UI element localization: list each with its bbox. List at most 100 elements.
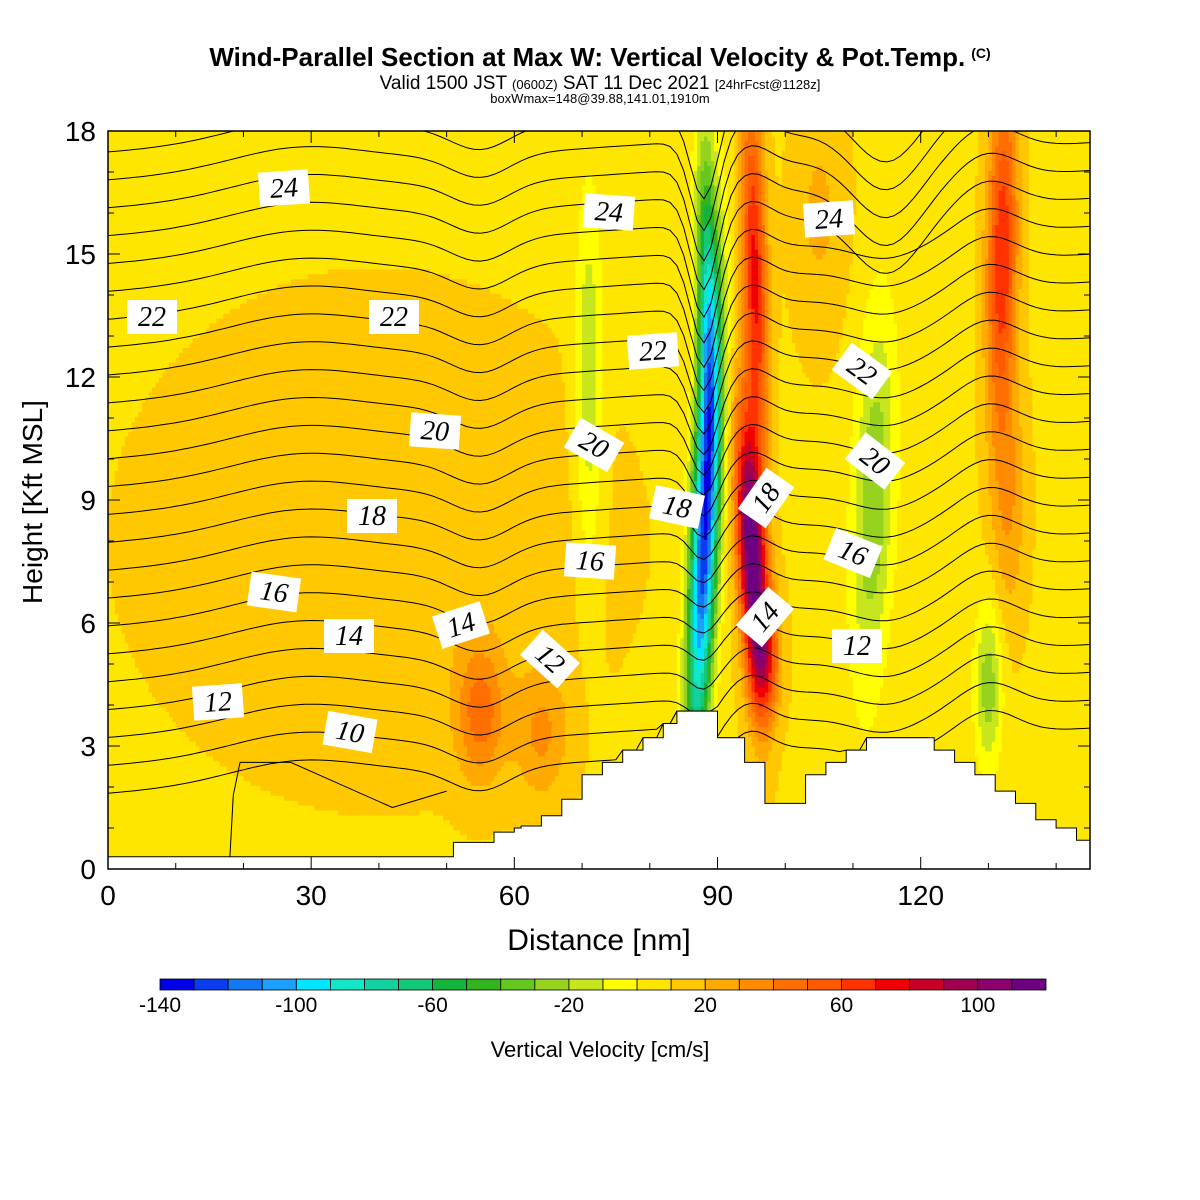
w-cell [751, 155, 756, 186]
w-cell [697, 283, 702, 368]
w-cell [880, 268, 885, 344]
w-cell [714, 588, 719, 614]
w-cell [456, 760, 461, 831]
w-cell [497, 131, 502, 294]
w-cell [880, 131, 885, 270]
w-cell [189, 131, 194, 344]
w-cell [924, 131, 929, 869]
w-cell [988, 652, 993, 722]
colorbar-swatch [807, 978, 842, 991]
w-cell [697, 509, 702, 540]
w-cell [703, 332, 708, 373]
w-cell [703, 539, 708, 575]
w-cell [405, 814, 410, 869]
w-cell [575, 440, 580, 624]
w-cell [703, 273, 708, 304]
theta-label-box [246, 571, 302, 613]
w-cell [260, 790, 265, 869]
w-cell [273, 795, 278, 869]
w-cell [690, 470, 695, 501]
w-cell [456, 278, 461, 639]
w-cell [988, 401, 993, 496]
w-cell [531, 716, 536, 747]
w-cell [561, 131, 566, 383]
w-cell [697, 165, 702, 216]
w-cell [727, 352, 732, 437]
w-cell [348, 814, 353, 869]
w-cell [626, 431, 631, 654]
w-cell [741, 642, 746, 668]
w-cell [941, 131, 945, 869]
w-cell [534, 131, 539, 319]
w-cell [734, 431, 739, 555]
w-cell [764, 662, 769, 683]
w-cell [575, 623, 580, 806]
w-cell [233, 308, 238, 777]
w-cell [808, 381, 813, 869]
w-cell [707, 185, 712, 206]
w-cell [710, 224, 715, 245]
w-cell [124, 436, 129, 644]
w-cell [351, 268, 356, 816]
w-cell [331, 809, 336, 869]
w-cell [135, 131, 140, 417]
theta-contour-label: 10 [322, 710, 378, 754]
theta-label-box [735, 586, 795, 648]
w-cell [764, 711, 769, 727]
w-cell [863, 455, 868, 590]
w-cell [1012, 504, 1017, 590]
w-cell [111, 131, 116, 486]
w-cell [707, 362, 712, 408]
w-cell [747, 396, 752, 427]
w-cell [788, 701, 793, 869]
theta-contour-line [108, 208, 1090, 344]
w-cell [761, 293, 766, 353]
w-cell [212, 322, 217, 762]
w-cell [754, 721, 759, 737]
w-cell [768, 623, 773, 673]
w-cell [683, 131, 688, 467]
colorbar-swatch [943, 978, 979, 991]
w-cell [365, 131, 370, 270]
w-cell [869, 288, 874, 353]
w-cell [690, 657, 695, 708]
w-cell [229, 131, 234, 309]
w-cell [504, 657, 509, 762]
w-cell [968, 131, 973, 869]
w-cell [466, 780, 471, 841]
w-cell [236, 775, 241, 869]
w-cell [988, 721, 993, 752]
w-cell [822, 131, 827, 171]
w-cell [209, 755, 214, 869]
terrain-mask [108, 710, 1090, 869]
w-cell [439, 814, 444, 869]
w-cell [964, 131, 969, 869]
w-cell [558, 131, 563, 353]
w-cell [876, 131, 881, 275]
w-cell [741, 465, 746, 491]
w-cell [460, 770, 465, 836]
w-cell [700, 431, 705, 462]
w-cell [893, 131, 898, 324]
w-cell [500, 298, 505, 649]
w-cell [1029, 131, 1034, 378]
theta-contour-line [232, 762, 241, 796]
w-cell [714, 209, 719, 230]
w-cell [548, 327, 553, 673]
w-cell [768, 750, 773, 811]
w-cell [869, 657, 874, 727]
w-cell [1022, 652, 1027, 869]
w-cell [991, 224, 996, 324]
x-tick-label: 120 [897, 880, 944, 911]
w-cell [764, 549, 769, 575]
w-cell [575, 131, 580, 260]
w-cell [717, 268, 722, 299]
w-cell [812, 254, 817, 388]
w-cell [1062, 131, 1067, 869]
w-cell [710, 519, 715, 540]
w-cell [751, 667, 756, 678]
w-cell [703, 249, 708, 275]
w-cell [497, 736, 502, 772]
w-cell [693, 455, 698, 481]
w-cell [720, 145, 725, 211]
